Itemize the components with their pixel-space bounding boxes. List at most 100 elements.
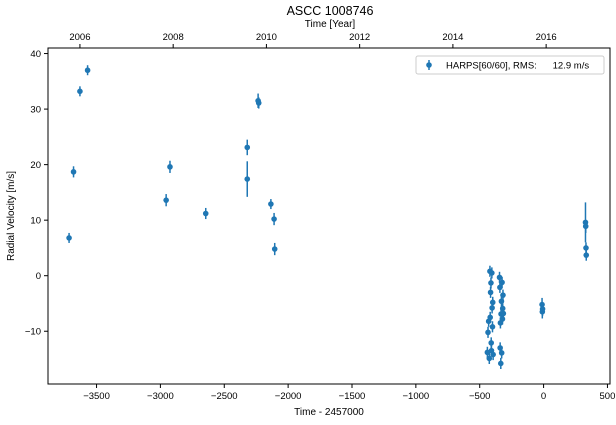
plot-frame (47, 47, 611, 385)
top-tick-label: 2008 (163, 32, 184, 43)
data-point (489, 267, 495, 279)
x-axis: −3500 −3000 −2500 −2000 −1500 −1000 −500 0 500 (83, 384, 615, 402)
x-tick-label: −1000 (403, 391, 430, 402)
data-point (500, 307, 507, 320)
point-marker (489, 299, 496, 306)
data-point (163, 194, 169, 207)
top-x-axis-label: Time [Year] (305, 19, 356, 30)
point-marker (500, 310, 507, 317)
data-points (66, 65, 590, 370)
data-point (244, 139, 251, 156)
point-marker (163, 197, 169, 203)
data-point (496, 271, 503, 283)
point-marker (583, 252, 590, 258)
point-marker (497, 284, 503, 291)
y-tick-label: 10 (30, 216, 41, 227)
point-marker (255, 100, 262, 106)
point-marker (486, 355, 493, 362)
data-point (489, 296, 496, 308)
chart-title: ASCC 1008746 (287, 4, 374, 18)
data-point (271, 242, 278, 256)
data-point (497, 357, 504, 370)
point-marker (499, 279, 505, 286)
point-marker (271, 216, 277, 222)
x-tick-label: −1500 (339, 391, 366, 402)
point-marker (271, 246, 278, 252)
y-axis: −10 0 10 20 30 40 (25, 49, 48, 338)
data-point (66, 232, 72, 243)
point-marker (500, 292, 506, 298)
point-marker (497, 360, 504, 367)
data-point (77, 86, 83, 97)
point-marker (84, 67, 91, 74)
data-point (255, 97, 262, 109)
data-point (268, 199, 274, 210)
point-marker (489, 323, 496, 330)
legend-series-name: HARPS[60/60], RMS: 12.9 m/s (446, 61, 589, 72)
point-marker (244, 176, 251, 182)
data-point (489, 321, 496, 333)
legend-marker (426, 62, 432, 68)
point-marker (488, 280, 494, 286)
top-x-axis: 2006 2008 2010 2012 2014 2016 (69, 32, 557, 48)
x-tick-label: 500 (600, 391, 616, 402)
x-axis-label: Time - 2457000 (294, 407, 364, 418)
point-marker (582, 223, 589, 230)
data-point (582, 219, 589, 233)
x-tick-label: −3000 (147, 391, 174, 402)
y-tick-label: 40 (30, 49, 41, 60)
point-marker (70, 169, 77, 175)
y-tick-label: 30 (30, 105, 41, 116)
data-point (487, 311, 493, 323)
point-marker (499, 316, 506, 322)
y-tick-label: −10 (25, 327, 41, 338)
point-marker (202, 210, 209, 217)
point-marker (77, 88, 83, 95)
y-axis-label: Radial Velocity [m/s] (6, 171, 17, 261)
data-point (490, 349, 496, 361)
point-marker (583, 245, 589, 251)
point-marker (488, 340, 495, 346)
data-point (486, 352, 493, 365)
data-point (271, 212, 277, 226)
x-tick-label: −2500 (211, 391, 238, 402)
data-point (70, 166, 77, 178)
data-point (500, 289, 506, 301)
data-point (499, 276, 505, 288)
point-marker (167, 164, 173, 170)
x-tick-label: 0 (541, 391, 546, 402)
top-tick-label: 2012 (349, 32, 370, 43)
data-point (498, 347, 505, 359)
x-tick-label: −500 (469, 391, 490, 402)
top-tick-label: 2014 (442, 32, 463, 43)
x-tick-label: −2000 (275, 391, 302, 402)
data-point (539, 302, 546, 316)
top-tick-label: 2016 (536, 32, 557, 43)
data-point (488, 277, 494, 289)
point-marker (66, 235, 72, 241)
y-tick-label: 20 (30, 160, 41, 171)
point-marker (485, 329, 491, 336)
point-marker (268, 201, 274, 207)
top-tick-label: 2006 (69, 32, 90, 43)
point-marker (244, 144, 251, 151)
data-point (485, 326, 491, 338)
legend: HARPS[60/60], RMS: 12.9 m/s (415, 55, 605, 75)
point-marker (539, 306, 546, 312)
data-point (202, 207, 209, 220)
point-marker (490, 351, 496, 358)
data-point (84, 65, 91, 76)
data-point (167, 160, 173, 173)
point-marker (496, 274, 503, 281)
top-tick-label: 2010 (256, 32, 277, 43)
point-marker (487, 314, 493, 321)
x-tick-label: −3500 (83, 391, 110, 402)
data-point (583, 249, 590, 261)
point-marker (498, 350, 505, 356)
point-marker (489, 270, 495, 276)
legend-frame (415, 55, 605, 75)
point-marker (487, 289, 494, 296)
data-point (487, 286, 494, 298)
data-point (244, 161, 251, 197)
